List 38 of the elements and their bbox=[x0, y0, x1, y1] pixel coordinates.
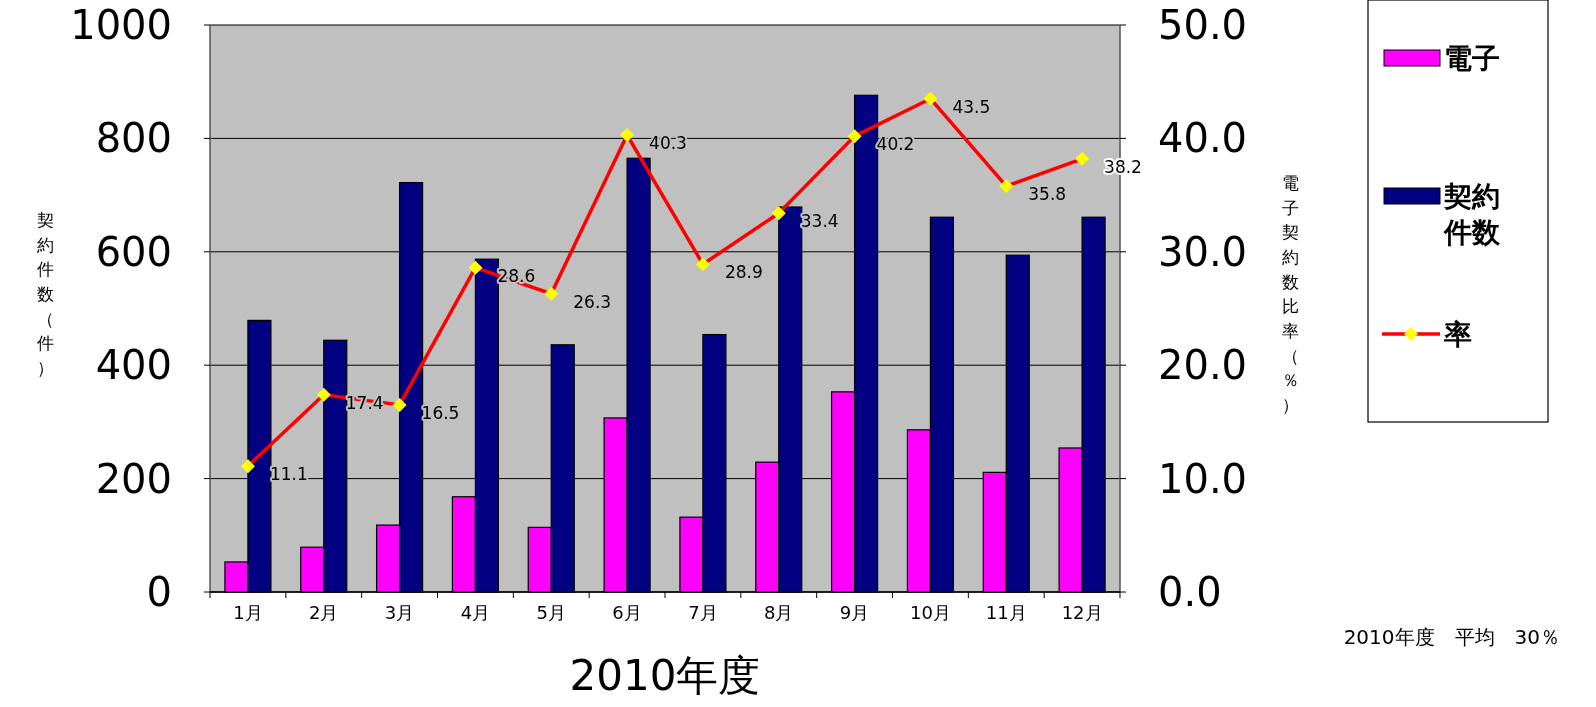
y-tick-label: 600 bbox=[95, 228, 172, 275]
x-tick-label: 12月 bbox=[1061, 602, 1103, 623]
legend-label: 電子 bbox=[1444, 42, 1500, 75]
y2-tick-label: 30.0 bbox=[1158, 228, 1248, 275]
legend-label: 率 bbox=[1443, 318, 1472, 351]
x-tick-label: 10月 bbox=[909, 602, 951, 623]
data-label: 16.5 bbox=[421, 402, 460, 423]
text: 2010年度 平均 30％ bbox=[1343, 625, 1560, 649]
x-tick-label: 9月 bbox=[839, 602, 870, 623]
x-tick-label: 6月 bbox=[612, 602, 642, 623]
x-tick-label: 1月 bbox=[233, 602, 263, 623]
x-tick-label: 2月 bbox=[309, 602, 339, 623]
data-label: 28.9 bbox=[724, 262, 763, 283]
y2-tick-label: 0.0 bbox=[1158, 569, 1222, 615]
x-tick-label: 3月 bbox=[384, 602, 415, 623]
data-label: 35.8 bbox=[1028, 184, 1067, 205]
y-tick-label: 0 bbox=[146, 569, 172, 615]
y-tick-label: 200 bbox=[95, 455, 172, 502]
x-axis-title: 2010年度 bbox=[569, 651, 761, 700]
x-tick-label: 11月 bbox=[985, 602, 1027, 623]
x-tick-label: 4月 bbox=[460, 602, 491, 623]
y-tick-label: 400 bbox=[95, 342, 172, 389]
data-label: 43.5 bbox=[952, 96, 991, 117]
data-label: 26.3 bbox=[573, 291, 612, 312]
x-tick-label: 8月 bbox=[764, 602, 794, 623]
text: 電子契約数比率（％） bbox=[1281, 173, 1299, 415]
y2-tick-label: 20.0 bbox=[1158, 342, 1248, 389]
y2-tick-label: 40.0 bbox=[1158, 115, 1248, 162]
y2-tick-label: 50.0 bbox=[1158, 2, 1248, 48]
legend-label: 契約件数 bbox=[1443, 180, 1501, 249]
y-axis-title: 契約件数（件） bbox=[36, 210, 54, 378]
y-tick-label: 800 bbox=[95, 115, 172, 162]
x-tick-label: 7月 bbox=[688, 602, 718, 623]
y-tick-label: 1000 bbox=[70, 2, 172, 48]
x-tick-label: 5月 bbox=[536, 602, 566, 623]
y2-tick-label: 10.0 bbox=[1158, 455, 1248, 502]
data-label: 33.4 bbox=[800, 211, 839, 232]
data-label: 40.3 bbox=[649, 133, 687, 153]
